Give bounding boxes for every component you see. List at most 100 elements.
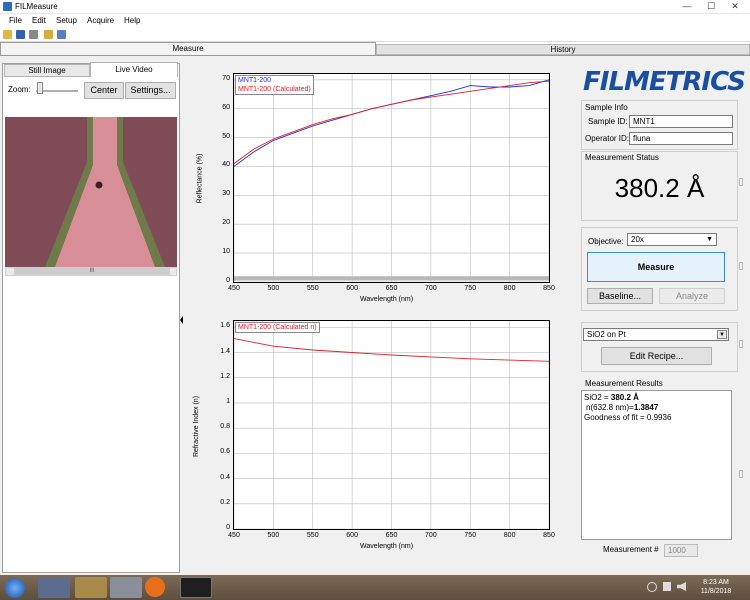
index-x-axis-title: Wavelength (nm)	[360, 543, 414, 550]
new-spectrum-icon[interactable]	[44, 30, 53, 39]
measure-button[interactable]: Measure	[587, 252, 725, 282]
reflectance-x-axis-title: Wavelength (nm)	[360, 296, 414, 303]
start-button[interactable]	[5, 578, 25, 598]
tab-still-image[interactable]: Still Image	[4, 64, 90, 77]
clock[interactable]: 8:23 AM 11/8/2018	[693, 578, 739, 596]
tab-live-video[interactable]: Live Video	[90, 62, 178, 77]
menu-setup[interactable]: Setup	[56, 16, 77, 25]
thickness-readout: 380.2 Å	[614, 173, 705, 203]
sample-info-title: Sample Info	[585, 103, 628, 112]
video-horizontal-scrollbar[interactable]: III	[5, 267, 177, 276]
settings-button[interactable]: Settings...	[125, 82, 176, 99]
scroll-thumb[interactable]: III	[14, 268, 170, 275]
refractive-index-svg	[234, 321, 549, 529]
collapse-panel-handle[interactable]	[179, 300, 184, 340]
reflectance-y-tick-label: 70	[222, 74, 230, 82]
analyze-button[interactable]: Analyze	[659, 288, 725, 304]
goodness-of-fit: Goodness of fit = 0.9936	[584, 413, 672, 422]
index-y-tick-label: 0.8	[220, 423, 230, 431]
thickness-result: SiO2 = 380.2 Å	[584, 393, 639, 402]
reflectance-y-tick-label: 40	[222, 161, 230, 169]
panel-handle[interactable]	[739, 178, 743, 186]
edit-recipe-button[interactable]: Edit Recipe...	[601, 347, 712, 365]
index-x-tick-label: 700	[425, 532, 437, 539]
index-x-tick-label: 450	[228, 532, 240, 539]
index-y-tick-label: 1.2	[220, 372, 230, 380]
reflectance-x-tick-label: 750	[464, 285, 477, 292]
menu-acquire[interactable]: Acquire	[87, 16, 115, 25]
save-icon[interactable]	[16, 30, 25, 39]
notification-icon[interactable]	[647, 582, 657, 592]
index-result: n(632.8 nm)=1.3847	[586, 403, 659, 412]
objective-value: 20x	[631, 235, 644, 244]
reflectance-x-tick-label: 800	[503, 285, 516, 292]
recipe-select[interactable]: SiO2 on Pt ▼	[583, 328, 729, 341]
window-title: FILMeasure	[15, 2, 58, 11]
panel-handle[interactable]	[739, 470, 743, 478]
calculator-icon[interactable]	[110, 577, 142, 598]
refractive-index-plot: MNT1-200 (Calculated n)	[233, 320, 550, 530]
menu-edit[interactable]: Edit	[32, 16, 46, 25]
reflectance-y-axis-title: Reflectance (%)	[196, 153, 204, 204]
network-icon[interactable]	[663, 582, 671, 591]
measurement-status-group	[581, 151, 738, 221]
live-video-view	[5, 117, 177, 267]
reflectance-series-line-1	[234, 80, 549, 164]
copy-icon[interactable]	[57, 30, 66, 39]
measurement-number-field: 1000	[664, 544, 698, 557]
index-y-axis-title: Refractive Index (n)	[193, 395, 201, 458]
index-x-tick-label: 550	[306, 532, 319, 539]
results-box: SiO2 = 380.2 Å n(632.8 nm)=1.3847 Goodne…	[581, 390, 732, 540]
zoom-label: Zoom:	[8, 85, 31, 94]
sample-id-label: Sample ID:	[588, 117, 628, 126]
tab-history[interactable]: History	[376, 44, 750, 55]
clock-date: 11/8/2018	[700, 588, 732, 595]
legend-entry-calculated: MNT1-200 (Calculated)	[238, 86, 311, 93]
reflectance-x-tick-label: 500	[267, 285, 280, 292]
terminal-icon[interactable]	[180, 577, 212, 598]
panel-handle[interactable]	[739, 340, 743, 348]
measurement-status-title: Measurement Status	[585, 153, 659, 162]
objective-select[interactable]: 20x ▼	[627, 233, 717, 246]
index-x-tick-label: 750	[464, 532, 477, 539]
index-y-tick-label: 0.6	[220, 448, 230, 456]
zoom-slider[interactable]	[37, 82, 43, 94]
baseline-button[interactable]: Baseline...	[587, 288, 653, 304]
volume-icon[interactable]	[677, 582, 686, 591]
reflectance-y-tick-label: 60	[222, 103, 230, 111]
legend-entry-calculated-n: MNT1-200 (Calculated n)	[238, 324, 317, 331]
reflectance-x-tick-label: 450	[228, 285, 240, 292]
recipe-value: SiO2 on Pt	[587, 330, 626, 339]
objective-label: Objective:	[588, 237, 624, 246]
zoom-slider-track	[36, 90, 78, 92]
close-button[interactable]: ✕	[731, 1, 739, 11]
title-bar: FILMeasure — ☐ ✕	[0, 0, 750, 14]
maximize-button[interactable]: ☐	[706, 1, 716, 11]
app-icon	[3, 2, 12, 11]
reflectance-x-tick-label: 700	[425, 285, 437, 292]
index-series-line-0	[234, 338, 549, 362]
file-explorer-icon[interactable]	[75, 577, 107, 598]
reflectance-baseline-band	[234, 276, 549, 281]
index-x-tick-label: 600	[346, 532, 358, 539]
panel-handle[interactable]	[739, 262, 743, 270]
reflectance-x-tick-label: 550	[306, 285, 319, 292]
sample-id-input[interactable]: MNT1	[629, 115, 733, 128]
tab-measure[interactable]: Measure	[0, 42, 376, 55]
center-button[interactable]: Center	[84, 82, 124, 99]
open-folder-icon[interactable]	[3, 30, 12, 39]
operator-id-input[interactable]: fluna	[629, 132, 733, 145]
menu-help[interactable]: Help	[124, 16, 141, 25]
index-x-tick-label: 800	[503, 532, 516, 539]
minimize-button[interactable]: —	[682, 1, 692, 11]
app-filmeasure-taskbar[interactable]	[38, 577, 70, 598]
menu-file[interactable]: File	[9, 16, 22, 25]
menu-bar: File Edit Setup Acquire Help	[0, 14, 750, 28]
firefox-icon[interactable]	[145, 577, 165, 597]
operator-id-label: Operator ID:	[585, 134, 630, 143]
reflectance-x-tick-label: 850	[543, 285, 555, 292]
index-x-tick-label: 500	[267, 532, 280, 539]
reflectance-svg	[234, 74, 549, 282]
chevron-down-icon: ▼	[706, 236, 713, 243]
print-icon[interactable]	[29, 30, 38, 39]
